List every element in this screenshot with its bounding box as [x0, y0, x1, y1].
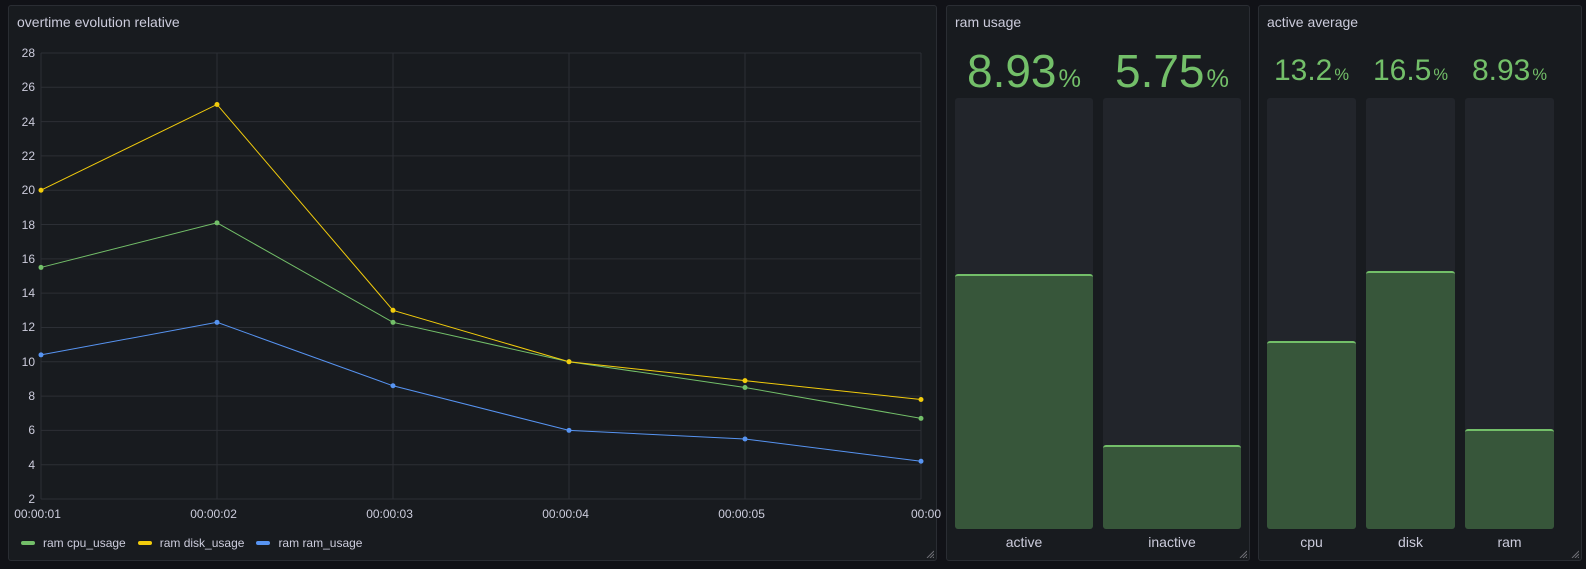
legend-item-cpu-usage[interactable]: ram cpu_usage	[21, 536, 126, 550]
y-tick-label: 10	[21, 354, 35, 369]
y-tick-label: 20	[21, 183, 35, 198]
data-point[interactable]	[918, 397, 924, 403]
data-point[interactable]	[38, 187, 44, 193]
legend-label: ram disk_usage	[159, 536, 245, 550]
y-tick-label: 14	[21, 286, 35, 301]
y-tick-label: 22	[21, 148, 35, 163]
bar-gauge-inactive: 5.75% inactive	[1103, 6, 1241, 562]
panel-title[interactable]: ram usage	[955, 14, 1022, 30]
legend-label: ram cpu_usage	[43, 536, 126, 550]
y-tick-label: 24	[21, 114, 35, 129]
x-tick-label: 00:00	[911, 507, 942, 521]
data-point[interactable]	[742, 385, 748, 390]
x-tick-label: 00:00:04	[542, 507, 589, 521]
panel-title[interactable]: overtime evolution relative	[17, 14, 180, 30]
gauge-track	[1103, 98, 1241, 529]
y-tick-label: 6	[28, 423, 35, 438]
y-tick-label: 28	[21, 46, 35, 60]
line-chart-plot[interactable]	[9, 6, 938, 562]
series-line[interactable]	[40, 103, 922, 401]
gauge-label: active	[1005, 534, 1043, 550]
x-tick-label: 00:00:01	[14, 507, 61, 521]
y-tick-label: 4	[28, 457, 35, 472]
gauge-value: 5.75%	[1114, 45, 1230, 97]
y-tick-label: 18	[21, 217, 35, 232]
gauge-label: cpu	[1300, 534, 1323, 550]
gauge-label: ram	[1497, 534, 1522, 550]
x-tick-label: 00:00:03	[366, 507, 413, 521]
data-point[interactable]	[38, 264, 44, 270]
legend-swatch-icon	[21, 541, 35, 545]
data-point[interactable]	[918, 458, 924, 464]
legend-item-disk-usage[interactable]: ram disk_usage	[137, 536, 245, 550]
gauge-value: 8.93%	[1471, 54, 1548, 87]
gauge-fill	[955, 274, 1093, 529]
series-line[interactable]	[40, 321, 922, 462]
gauge-fill	[1103, 444, 1241, 529]
y-tick-label: 12	[21, 320, 35, 335]
gauge-value: 16.5%	[1372, 54, 1449, 87]
gauge-value: 8.93%	[966, 45, 1082, 97]
data-point[interactable]	[390, 307, 396, 313]
y-tick-label: 2	[28, 492, 35, 506]
bar-gauge-ram: 8.93% ram	[1465, 6, 1554, 562]
ram-usage-panel[interactable]: ram usage 8.93% active 5.75% inactive	[946, 5, 1250, 561]
legend-item-ram-usage[interactable]: ram ram_usage	[256, 536, 362, 550]
data-point[interactable]	[566, 359, 572, 365]
y-tick-label: 26	[21, 80, 35, 95]
x-tick-label: 00:00:02	[190, 507, 237, 521]
series-line[interactable]	[40, 222, 922, 419]
bar-gauge-disk: 16.5% disk	[1366, 6, 1455, 562]
data-point[interactable]	[38, 352, 44, 358]
resize-handle-icon[interactable]	[926, 550, 934, 558]
gauge-track	[955, 98, 1093, 529]
x-tick-label: 00:00:05	[718, 507, 765, 521]
gauge-label: inactive	[1148, 534, 1196, 550]
bar-gauge-active: 8.93% active	[955, 6, 1093, 562]
gauge-fill	[1366, 271, 1455, 529]
gauge-track	[1366, 98, 1455, 529]
data-point[interactable]	[214, 319, 220, 325]
resize-handle-icon[interactable]	[1239, 550, 1247, 558]
chart-legend: ram cpu_usage ram disk_usage ram ram_usa…	[21, 536, 362, 550]
active-average-panel[interactable]: active average 13.2% cpu 16.5% disk 8.93…	[1258, 5, 1582, 561]
legend-swatch-icon	[256, 541, 271, 545]
gauge-fill	[1267, 340, 1356, 529]
resize-handle-icon[interactable]	[1571, 550, 1579, 558]
legend-label: ram ram_usage	[278, 536, 363, 550]
panel-title[interactable]: active average	[1267, 14, 1359, 30]
gauge-value: 13.2%	[1273, 54, 1350, 87]
data-point[interactable]	[566, 427, 572, 433]
y-tick-label: 16	[21, 251, 35, 266]
gauge-fill	[1465, 429, 1554, 529]
data-point[interactable]	[390, 383, 396, 389]
gauge-track	[1465, 98, 1554, 529]
data-point[interactable]	[742, 436, 748, 442]
data-point[interactable]	[742, 378, 748, 384]
gauge-track	[1267, 98, 1356, 529]
data-point[interactable]	[214, 101, 220, 107]
gauge-label: disk	[1398, 534, 1423, 550]
data-point[interactable]	[214, 220, 220, 226]
bar-gauge-cpu: 13.2% cpu	[1267, 6, 1356, 562]
legend-swatch-icon	[137, 541, 152, 545]
data-point[interactable]	[918, 415, 924, 421]
y-tick-label: 8	[28, 389, 35, 404]
timeseries-panel[interactable]: overtime evolution relative 2 4 6 8 10 12 14 16…	[8, 5, 941, 562]
data-point[interactable]	[390, 319, 396, 325]
